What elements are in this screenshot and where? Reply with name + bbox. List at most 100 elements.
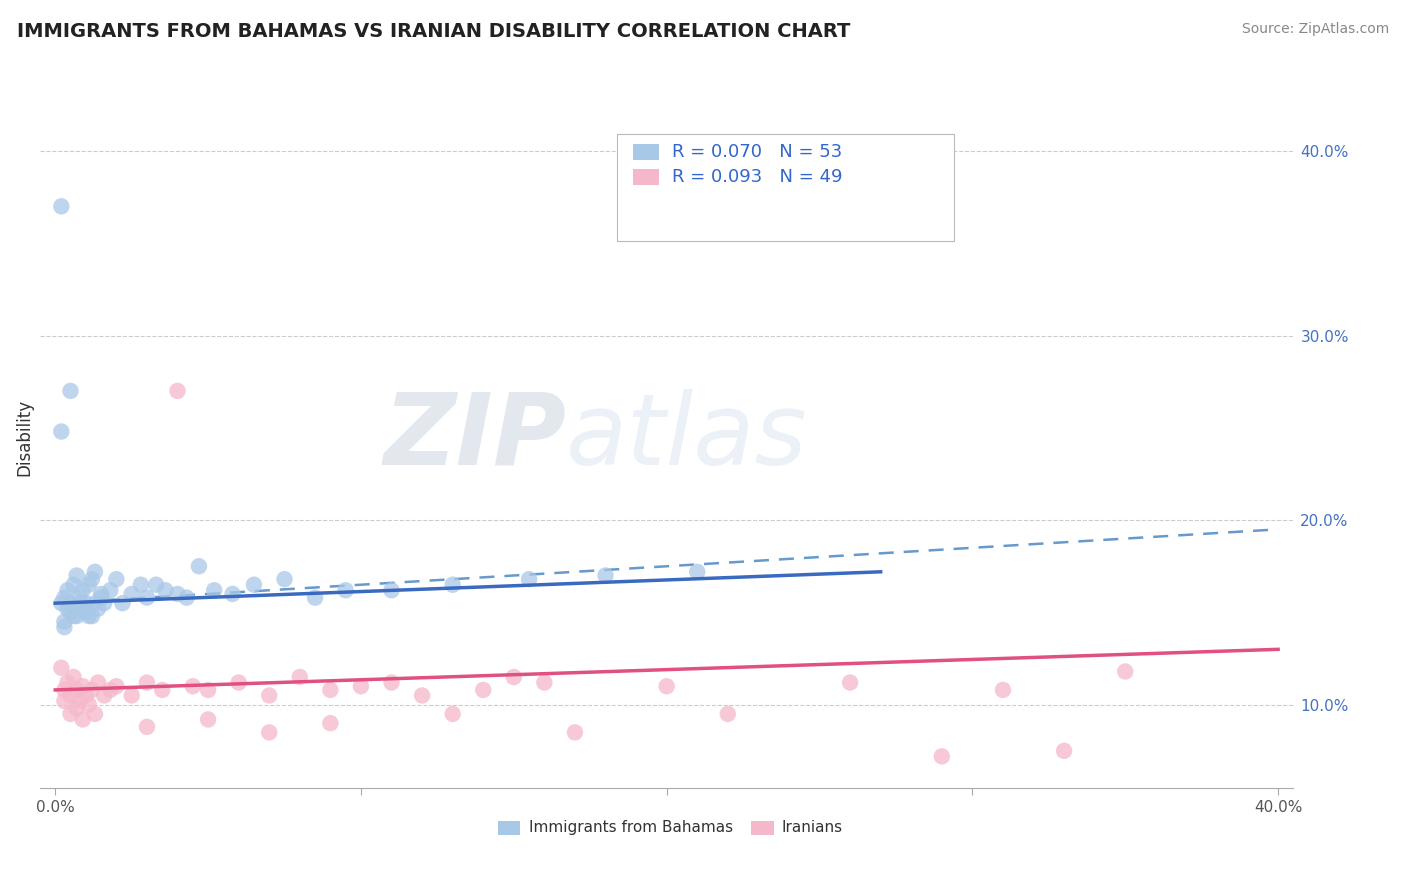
Point [533, 675, 555, 690]
Point [80, 609, 103, 624]
Point [90, 591, 112, 605]
Point [136, 591, 159, 605]
Point [53, 694, 76, 708]
Point [197, 682, 219, 697]
Point [111, 596, 134, 610]
Point [839, 675, 862, 690]
Text: Iranians: Iranians [782, 821, 844, 836]
Point [72, 679, 94, 693]
Point [66, 568, 89, 582]
Point [53, 682, 76, 697]
Point [197, 713, 219, 727]
Point [319, 716, 342, 731]
Point [931, 749, 953, 764]
Point [93, 596, 115, 610]
Point [53, 615, 76, 629]
Point [59, 689, 82, 703]
Point [84, 565, 107, 579]
Point [243, 578, 266, 592]
Point [273, 572, 295, 586]
Point [72, 601, 94, 615]
Point [69, 591, 91, 605]
Point [66, 609, 89, 624]
Point [93, 689, 115, 703]
Point [228, 675, 250, 690]
Y-axis label: Disability: Disability [15, 399, 32, 475]
Point [181, 679, 204, 693]
Point [441, 706, 464, 721]
Point [75, 689, 97, 703]
Point [166, 587, 188, 601]
Point [77, 609, 100, 624]
Point [77, 578, 100, 592]
Point [72, 583, 94, 598]
Point [59, 596, 82, 610]
Point [75, 596, 97, 610]
Point [517, 572, 540, 586]
Point [66, 701, 89, 715]
Point [304, 591, 326, 605]
Point [129, 578, 152, 592]
Point [51, 199, 73, 213]
Point [1114, 665, 1136, 679]
Point [105, 572, 128, 586]
Point [257, 725, 280, 739]
Text: IMMIGRANTS FROM BAHAMAS VS IRANIAN DISABILITY CORRELATION CHART: IMMIGRANTS FROM BAHAMAS VS IRANIAN DISAB… [17, 22, 851, 41]
Point [202, 583, 225, 598]
Point [51, 661, 73, 675]
Point [411, 689, 433, 703]
Point [98, 682, 121, 697]
Text: R = 0.070   N = 53: R = 0.070 N = 53 [672, 144, 842, 161]
Point [319, 682, 342, 697]
Point [350, 679, 373, 693]
Point [75, 606, 97, 620]
Point [56, 601, 79, 615]
Point [59, 706, 82, 721]
Point [380, 675, 402, 690]
Point [66, 682, 89, 697]
Point [53, 591, 76, 605]
Point [80, 682, 103, 697]
Point [187, 559, 209, 574]
Point [98, 583, 121, 598]
Point [145, 578, 167, 592]
Point [121, 689, 143, 703]
Point [84, 596, 107, 610]
Point [51, 596, 73, 610]
Point [51, 425, 73, 439]
Point [87, 675, 110, 690]
Point [72, 713, 94, 727]
Point [717, 706, 740, 721]
Point [69, 596, 91, 610]
Point [53, 620, 76, 634]
Point [221, 587, 243, 601]
Point [441, 578, 464, 592]
Point [150, 682, 173, 697]
Point [80, 572, 103, 586]
Point [472, 682, 495, 697]
Point [595, 568, 617, 582]
Point [84, 706, 107, 721]
Point [335, 583, 357, 598]
Point [136, 675, 159, 690]
Point [77, 698, 100, 712]
Text: R = 0.093   N = 49: R = 0.093 N = 49 [672, 168, 842, 186]
Point [380, 583, 402, 598]
Point [502, 670, 524, 684]
Point [59, 384, 82, 398]
Point [56, 583, 79, 598]
Point [686, 565, 709, 579]
Text: atlas: atlas [567, 389, 808, 485]
Point [1053, 744, 1076, 758]
Point [655, 679, 678, 693]
Point [62, 609, 84, 624]
Point [288, 670, 311, 684]
Point [87, 601, 110, 615]
Point [257, 689, 280, 703]
Point [90, 587, 112, 601]
Point [176, 591, 198, 605]
Point [56, 675, 79, 690]
Point [155, 583, 177, 598]
Point [69, 694, 91, 708]
Point [121, 587, 143, 601]
